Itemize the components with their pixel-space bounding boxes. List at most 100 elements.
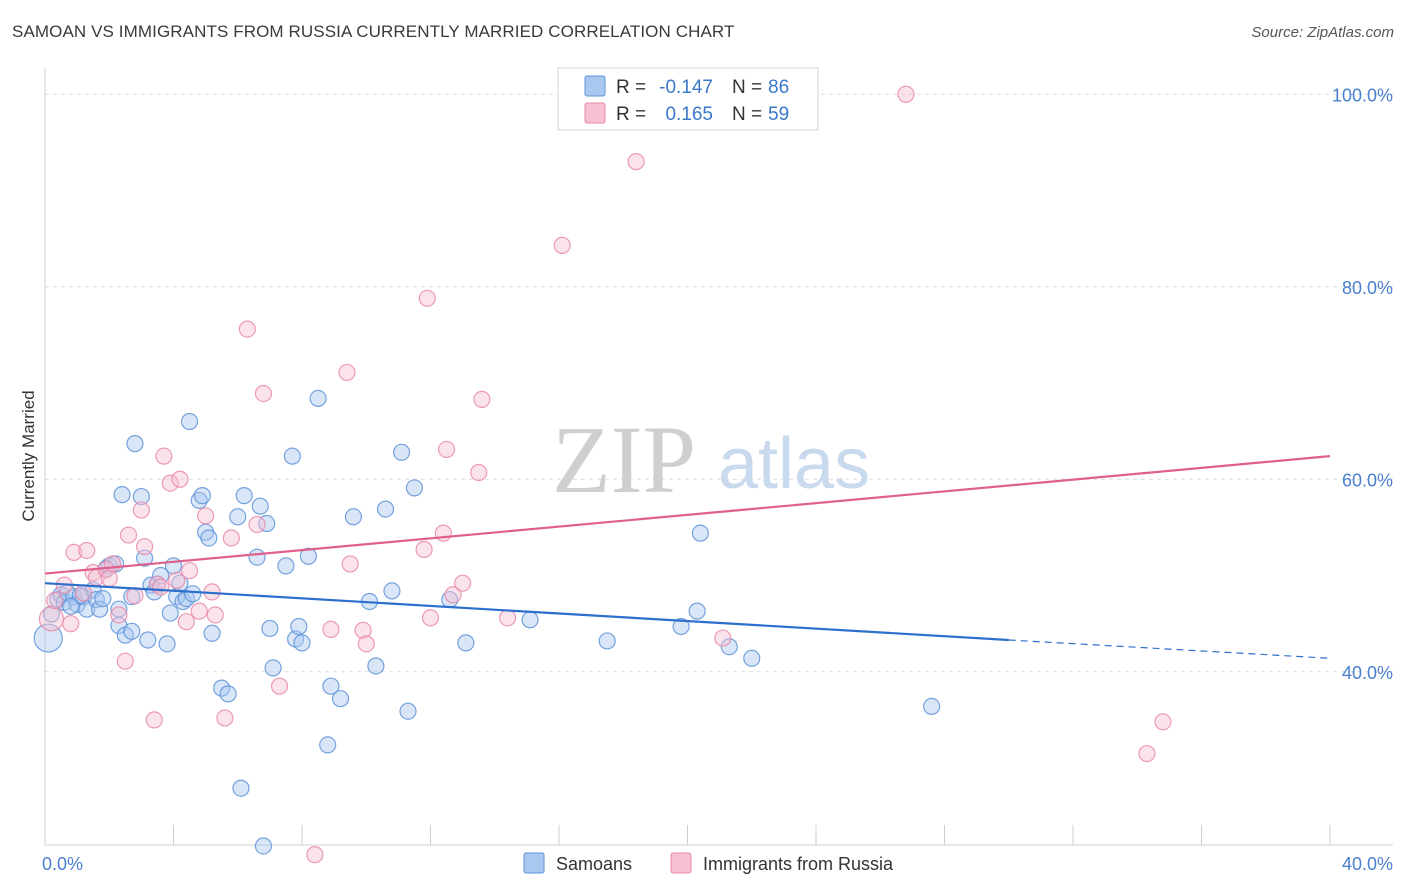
tick-labels: 40.0% 60.0% 80.0% 100.0% 0.0% 40.0% (42, 85, 1393, 874)
samoans-trend-extension (1008, 639, 1331, 659)
samoans-point-51 (254, 837, 273, 855)
russia-point-45 (421, 609, 440, 627)
russia-point-6 (78, 541, 96, 560)
samoans-point-71 (399, 702, 417, 720)
russia-point-48 (444, 586, 462, 604)
legend-n-value-2: 59 (768, 104, 789, 125)
russia-point-57 (1138, 744, 1156, 763)
samoans-point-62 (319, 736, 337, 754)
samoans-point-72 (405, 479, 424, 497)
samoans-point-69 (383, 582, 401, 600)
samoans-point-1 (42, 605, 61, 623)
samoans-point-68 (376, 500, 395, 518)
russia-point-51 (473, 390, 491, 408)
axes (44, 68, 1393, 846)
x-tick-label-0: 0.0% (42, 854, 83, 874)
russia-point-58 (1154, 713, 1172, 731)
samoans-point-77 (672, 617, 690, 636)
y-tick-label-2: 80.0% (1342, 278, 1393, 298)
samoans-point-49 (248, 548, 266, 566)
samoans-point-45 (219, 685, 237, 703)
legend-n-label-1: N = (732, 77, 762, 98)
russia-trend-line (44, 455, 1331, 575)
samoans-point-38 (184, 585, 202, 603)
series-legend-swatch-russia (670, 852, 692, 874)
russia-point-32 (222, 529, 240, 547)
samoans-point-63 (322, 677, 340, 695)
russia-point-1 (46, 591, 64, 610)
legend-swatch-russia (584, 102, 606, 124)
samoans-point-46 (229, 508, 247, 526)
samoans-point-18 (113, 486, 131, 504)
russia-point-34 (248, 515, 266, 534)
russia-point-18 (145, 711, 163, 729)
russia-point-38 (322, 620, 340, 639)
y-tick-label-1: 60.0% (1342, 470, 1393, 490)
samoans-point-50 (251, 497, 269, 515)
russia-point-56 (897, 85, 915, 103)
legend-n-value-1: 86 (768, 77, 789, 98)
samoans-point-43 (203, 624, 221, 642)
source-name: ZipAtlas.com (1307, 24, 1394, 41)
samoans-point-30 (158, 635, 176, 653)
russia-point-42 (357, 635, 375, 653)
samoans-point-21 (123, 622, 141, 640)
samoans-point-53 (261, 619, 279, 638)
russia-point-11 (103, 555, 122, 573)
russia-point-24 (171, 470, 189, 488)
russia-point-25 (177, 613, 195, 631)
russia-point-5 (74, 584, 93, 602)
samoans-point-44 (213, 679, 231, 697)
watermark: ZIP atlas (552, 406, 870, 513)
samoans-point-74 (457, 634, 475, 652)
samoans-point-48 (235, 487, 253, 505)
samoans-point-31 (161, 604, 179, 622)
samoans-point-82 (923, 697, 941, 716)
russia-point-47 (437, 440, 456, 459)
samoans-point-64 (331, 690, 350, 708)
russia-point-28 (197, 507, 215, 525)
grid-lines (45, 93, 1393, 673)
samoans-point-59 (293, 634, 311, 652)
russia-point-14 (119, 526, 138, 544)
series-legend-label-russia: Immigrants from Russia (703, 854, 894, 874)
russia-point-37 (306, 846, 324, 864)
samoans-point-54 (264, 659, 282, 677)
samoans-points (33, 389, 941, 855)
samoans-point-80 (720, 638, 738, 656)
samoans-point-70 (392, 443, 411, 461)
samoans-point-84 (71, 587, 89, 605)
russia-point-12 (110, 606, 128, 624)
russia-point-23 (168, 571, 186, 589)
samoans-point-42 (200, 529, 218, 547)
samoans-point-25 (139, 631, 157, 649)
watermark-atlas: atlas (718, 424, 870, 504)
russia-point-49 (454, 574, 472, 592)
samoans-point-55 (277, 557, 295, 575)
samoans-point-67 (367, 657, 385, 675)
samoans-point-65 (344, 508, 362, 526)
samoans-point-47 (232, 779, 250, 797)
russia-point-20 (152, 578, 170, 596)
series-legend: Samoans Immigrants from Russia (523, 852, 894, 874)
russia-point-21 (155, 447, 173, 465)
samoans-point-13 (94, 589, 112, 608)
russia-point-15 (126, 587, 144, 605)
y-axis-title: Currently Married (19, 390, 38, 521)
samoans-point-61 (309, 389, 327, 407)
y-tick-label-3: 100.0% (1332, 85, 1393, 105)
samoans-point-75 (521, 611, 539, 629)
samoans-point-39 (190, 491, 208, 510)
russia-point-44 (418, 289, 436, 307)
samoans-point-58 (290, 617, 308, 636)
samoans-point-60 (299, 547, 318, 565)
russia-point-30 (206, 606, 224, 624)
series-legend-swatch-samoans (523, 852, 545, 874)
trend-lines (44, 455, 1331, 659)
russia-points (38, 85, 1172, 864)
series-legend-label-samoans: Samoans (556, 854, 632, 874)
russia-point-39 (338, 363, 356, 382)
russia-point-27 (190, 602, 208, 620)
samoans-point-56 (283, 447, 301, 465)
